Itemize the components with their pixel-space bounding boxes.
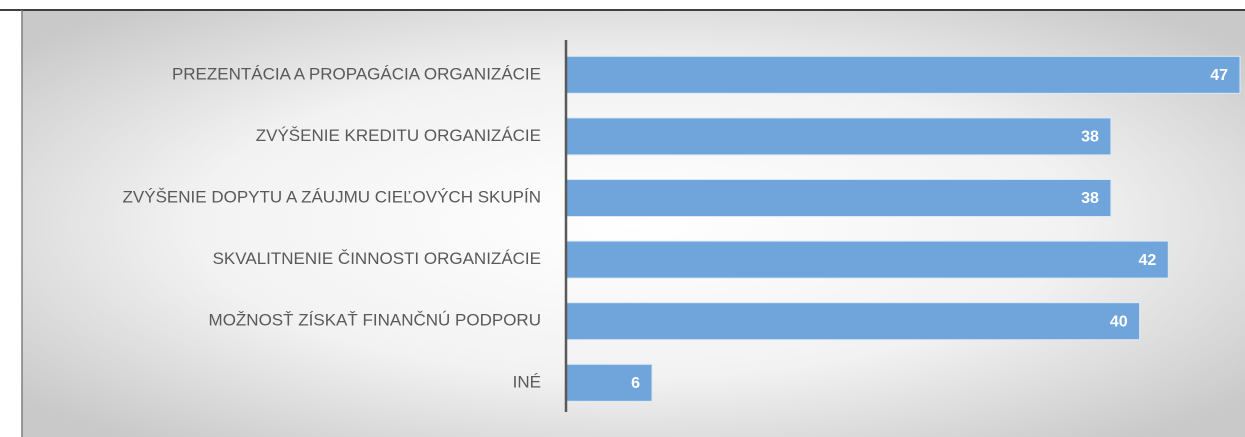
category-label: SKVALITNENIE ČINNOSTI ORGANIZÁCIE bbox=[213, 249, 541, 268]
value-label: 38 bbox=[1081, 129, 1099, 146]
bar bbox=[565, 363, 653, 402]
category-label: MOŽNOSŤ ZÍSKAŤ FINANČNÚ PODPORU bbox=[209, 311, 541, 330]
value-label: 40 bbox=[1110, 313, 1128, 330]
value-label: 47 bbox=[1210, 67, 1228, 84]
value-label: 42 bbox=[1139, 252, 1157, 269]
value-label: 6 bbox=[631, 375, 640, 392]
bar bbox=[565, 117, 1112, 156]
bar bbox=[565, 179, 1112, 217]
value-label: 38 bbox=[1081, 190, 1099, 207]
bar bbox=[565, 55, 1241, 94]
bar bbox=[565, 302, 1141, 341]
category-label: ZVÝŠENIE DOPYTU A ZÁUJMU CIEĽOVÝCH SKUPÍ… bbox=[123, 187, 541, 206]
category-label: INÉ bbox=[513, 372, 541, 391]
bar bbox=[565, 240, 1169, 279]
category-label: PREZENTÁCIA A PROPAGÁCIA ORGANIZÁCIE bbox=[172, 64, 541, 83]
category-label: ZVÝŠENIE KREDITU ORGANIZÁCIE bbox=[256, 126, 541, 145]
